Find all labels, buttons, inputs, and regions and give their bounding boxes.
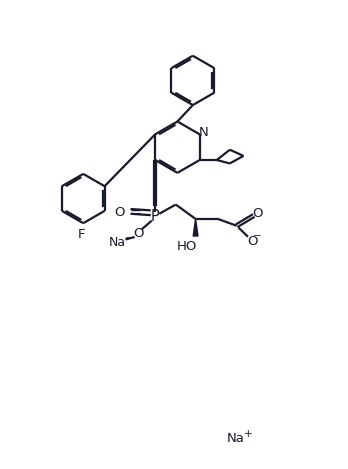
Text: O: O (253, 207, 263, 220)
Text: Na: Na (227, 432, 245, 445)
Polygon shape (193, 219, 198, 236)
Text: O: O (133, 227, 143, 240)
Text: F: F (78, 228, 85, 242)
Text: −: − (253, 231, 262, 241)
Text: −: − (125, 233, 133, 243)
Text: +: + (244, 429, 253, 439)
Text: Na: Na (109, 236, 126, 249)
Text: =: = (129, 204, 142, 219)
Text: HO: HO (177, 240, 197, 253)
Text: O: O (114, 205, 125, 219)
Text: P: P (151, 209, 159, 224)
Text: O: O (247, 234, 257, 248)
Text: N: N (199, 126, 209, 139)
